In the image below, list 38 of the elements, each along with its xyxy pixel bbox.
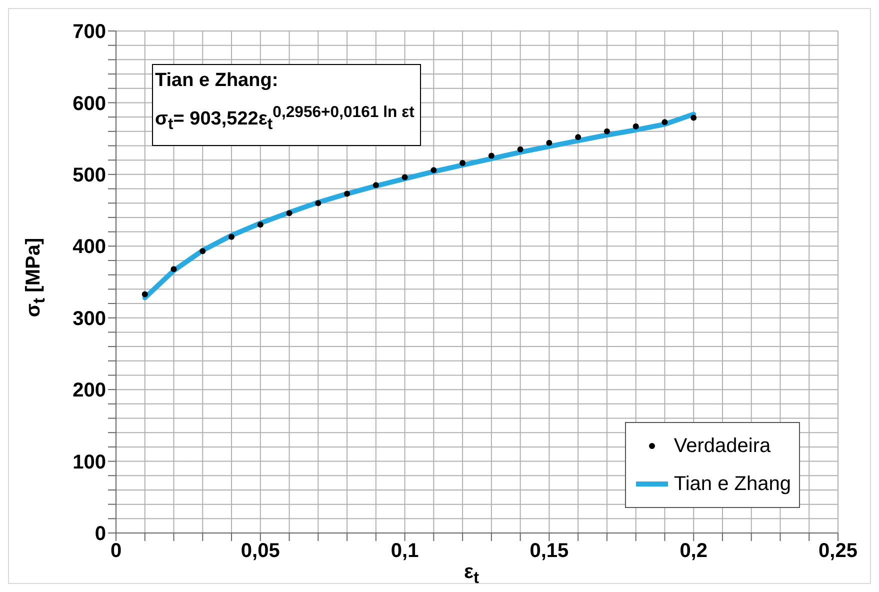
point (604, 128, 610, 134)
y-tick-label: 300 (72, 308, 106, 330)
annotation: Tian e Zhang: (155, 69, 280, 93)
point (286, 210, 292, 216)
point (430, 167, 437, 174)
x-axis-title: ε$_{t}$ (464, 561, 480, 588)
x-tick-label: 0,15 (530, 540, 569, 562)
point (517, 146, 524, 152)
point (690, 114, 697, 121)
x-tick-label: 0,2 (680, 540, 708, 562)
point (575, 134, 582, 140)
x-tick-label: 0,1 (390, 540, 419, 562)
point (170, 266, 177, 272)
point (402, 174, 408, 180)
point (344, 190, 350, 197)
x-tick-label: 0 (110, 540, 122, 562)
legend-label: Tian e Zhang (674, 472, 791, 496)
point (662, 119, 668, 126)
legend-label: Verdadeira (674, 434, 771, 458)
x-tick-label: 0,05 (240, 540, 280, 562)
x-tick-label: 0,25 (818, 540, 858, 562)
point (257, 222, 264, 228)
y-tick-label: 100 (72, 451, 106, 474)
point (488, 152, 494, 159)
y-tick-label: 500 (72, 164, 106, 187)
point (546, 140, 552, 146)
point (372, 182, 379, 188)
point (228, 234, 235, 240)
y-tick-label: 400 (72, 236, 106, 258)
point (200, 248, 206, 254)
y-tick-label: 200 (72, 380, 106, 402)
point (315, 200, 322, 206)
point (632, 123, 639, 130)
y-tick-label: 600 (72, 92, 106, 115)
y-tick-label: 0 (94, 523, 106, 546)
y-tick-label: 700 (72, 21, 106, 44)
point (142, 291, 148, 298)
point (460, 160, 466, 166)
